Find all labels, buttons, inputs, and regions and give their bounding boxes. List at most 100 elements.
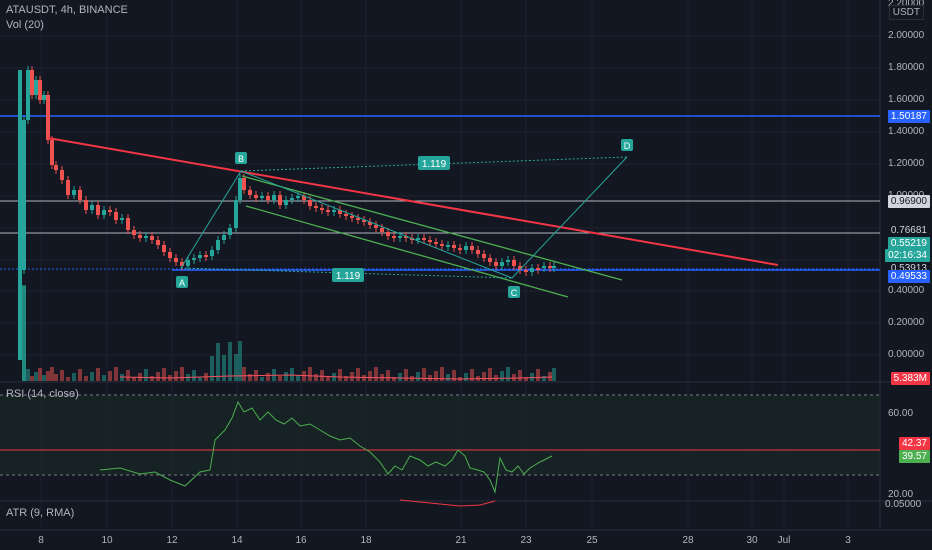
ratio-label-upper[interactable]: 1.119 [418, 156, 450, 170]
volume-bar [374, 367, 378, 381]
volume-bar [296, 375, 300, 381]
volume-bar [308, 367, 312, 381]
rsi-indicator-label[interactable]: RSI (14, close) [6, 388, 79, 400]
volume-bar [96, 368, 100, 381]
volume-bar [266, 373, 270, 381]
candle-body [260, 196, 264, 198]
candle-body [500, 262, 504, 266]
price-tick-label: 0.20000 [888, 317, 925, 328]
candle-body [120, 218, 124, 220]
volume-bar [174, 371, 178, 381]
candle-body [180, 262, 184, 266]
volume-bar [30, 376, 34, 381]
atr-tick: 0.05000 [885, 499, 922, 510]
volume-bar [72, 373, 76, 381]
svg-text:1.119: 1.119 [422, 159, 447, 170]
volume-bar [290, 368, 294, 381]
volume-indicator-label[interactable]: Vol (20) [6, 19, 44, 31]
symbol-title[interactable]: ATAUSDT, 4h, BINANCE [6, 4, 128, 16]
current-price-badge: 0.55219 [887, 237, 930, 250]
price-tick-label: 0.40000 [888, 285, 925, 296]
volume-bar [90, 372, 94, 381]
volume-bar [144, 369, 148, 381]
candle-body [434, 242, 438, 244]
candle-body [204, 255, 208, 257]
volume-bar [22, 285, 26, 381]
volume-bar [210, 356, 214, 381]
candle-body [34, 80, 38, 95]
candle-body [60, 170, 64, 180]
candle-body [266, 196, 270, 200]
volume-bar [524, 377, 528, 381]
candle-body [344, 214, 348, 216]
channel-upper-line[interactable] [241, 175, 623, 281]
candle-body [228, 228, 232, 235]
volume-bar [192, 370, 196, 381]
volume-bar [434, 371, 438, 381]
rsi-tick-20: 20.00 [888, 489, 914, 500]
candle-body [168, 252, 172, 258]
volume-bar [234, 354, 238, 381]
volume-bar [278, 376, 282, 381]
volume-bar [156, 372, 160, 381]
volume-bar [470, 369, 474, 381]
channel-lower-line[interactable] [245, 205, 569, 298]
volume-bar [60, 370, 64, 381]
candle-body [156, 240, 160, 245]
downtrend-line[interactable] [47, 137, 779, 266]
candle-body [272, 195, 276, 200]
candle-body [290, 198, 294, 200]
candle-body [284, 200, 288, 205]
candle-body [296, 196, 300, 198]
rsi-line [99, 400, 553, 494]
volume-bar [54, 374, 58, 381]
candle-body [464, 246, 468, 250]
candlestick-series[interactable] [18, 66, 556, 360]
point-d-label[interactable]: D [621, 139, 633, 151]
price-tick-label: 2.20000 [888, 0, 924, 9]
volume-bar [326, 377, 330, 381]
rsi-level-badge: 42.37 [898, 437, 930, 450]
abcd-pattern-lines[interactable] [180, 156, 628, 279]
volume-bar [66, 377, 70, 381]
candle-body [506, 260, 510, 262]
point-a-label[interactable]: A [176, 276, 188, 288]
volume-bar [198, 377, 202, 381]
point-b-label[interactable]: B [235, 152, 247, 164]
line-1-price-badge: 1.50187 [887, 110, 930, 123]
volume-bar [500, 371, 504, 381]
currency-badge[interactable]: USDT [888, 5, 924, 20]
candle-body [66, 180, 70, 195]
volume-bar [530, 373, 534, 381]
ratio-label-lower[interactable]: 1.119 [332, 268, 364, 282]
price-c-badge: 0.49533 [887, 270, 930, 283]
candle-body [494, 262, 498, 266]
time-tick-label: 3 [845, 535, 851, 546]
candle-body [38, 80, 42, 100]
volume-bar [242, 367, 246, 381]
svg-text:1.119: 1.119 [336, 271, 361, 282]
price-tick-label: 0.00000 [888, 349, 925, 360]
point-c-label[interactable]: C [508, 286, 520, 298]
volume-bar [552, 368, 556, 381]
candle-body [222, 235, 226, 240]
rsi-current-badge: 39.57 [898, 450, 930, 463]
volume-bar [350, 372, 354, 381]
candle-body [42, 95, 46, 100]
volume-bar [356, 368, 360, 381]
volume-bar [314, 374, 318, 381]
atr-indicator-label[interactable]: ATR (9, RMA) [6, 507, 75, 519]
candle-body [488, 258, 492, 262]
candle-body [530, 268, 534, 272]
price-tick-label: 1.20000 [888, 158, 925, 169]
candle-body [46, 95, 50, 140]
candle-body [518, 266, 522, 270]
candle-body [326, 210, 330, 212]
volume-bar [260, 377, 264, 381]
svg-text:D: D [624, 141, 631, 151]
volume-bar [446, 374, 450, 381]
candle-body [350, 216, 354, 218]
volume-bar [512, 374, 516, 381]
time-tick-label: 21 [455, 535, 467, 546]
